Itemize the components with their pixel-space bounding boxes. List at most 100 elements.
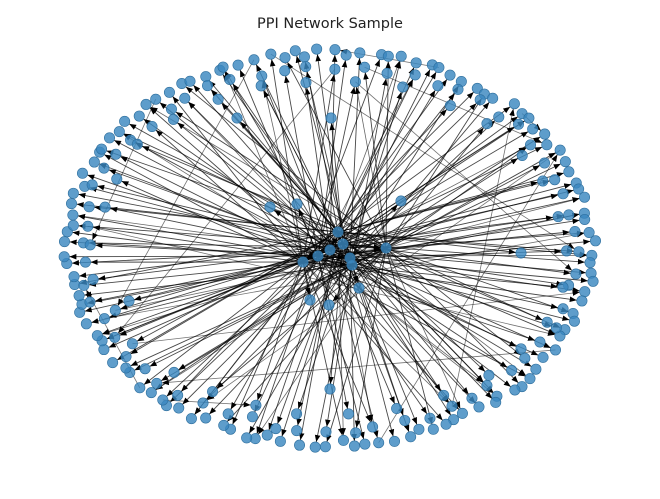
network-node [541, 139, 553, 151]
network-node [516, 149, 528, 161]
network-node [217, 61, 229, 73]
network-edge [270, 53, 575, 250]
network-node [184, 75, 196, 87]
network-node [432, 80, 444, 92]
network-edge [273, 209, 331, 251]
network-node [587, 275, 599, 287]
network-edge [254, 249, 331, 413]
network-node [438, 389, 450, 401]
network-node [539, 157, 551, 169]
network-node [200, 412, 212, 424]
network-edge [317, 60, 348, 257]
network-node [274, 435, 286, 447]
network-node [481, 379, 493, 391]
network-node [573, 183, 585, 195]
network-node [573, 246, 585, 258]
network-edge [317, 255, 349, 409]
network-node [264, 201, 276, 213]
network-edge [342, 193, 559, 245]
network-edge [302, 126, 515, 263]
network-node [110, 148, 122, 160]
network-node [294, 439, 306, 451]
network-node [119, 115, 131, 127]
network-node [67, 187, 79, 199]
network-node [534, 336, 546, 348]
network-node [99, 201, 111, 213]
network-edge [149, 264, 353, 367]
network-node [433, 62, 445, 74]
network-node [350, 427, 362, 439]
network-node [413, 423, 425, 435]
network-node [163, 86, 175, 98]
network-node [126, 338, 138, 350]
network-node [343, 408, 355, 420]
network-node [98, 162, 110, 174]
network-edge [337, 231, 516, 255]
network-edge [216, 247, 387, 389]
network-edge [342, 146, 527, 245]
network-node [569, 225, 581, 237]
network-edge [91, 99, 157, 241]
network-node [557, 188, 569, 200]
network-node [120, 351, 132, 363]
network-node [395, 50, 407, 62]
network-edge [302, 109, 448, 263]
network-node [440, 418, 452, 430]
network-node [483, 369, 495, 381]
network-edge [337, 106, 511, 233]
network-node [150, 93, 162, 105]
network-node [300, 76, 312, 88]
network-node [519, 352, 531, 364]
network-node [165, 103, 177, 115]
network-node [84, 296, 96, 308]
network-node [73, 290, 85, 302]
network-edge [87, 174, 319, 257]
network-node [557, 281, 569, 293]
network-node [250, 399, 262, 411]
network-edge [224, 71, 304, 263]
network-node [134, 382, 146, 394]
network-node [324, 383, 336, 395]
network-node [523, 112, 535, 124]
network-node [530, 363, 542, 375]
network-node [79, 256, 91, 268]
network-node [323, 299, 335, 311]
network-node [579, 191, 591, 203]
network-node [291, 425, 303, 437]
network-node [541, 316, 553, 328]
network-edge [284, 75, 319, 257]
network-edge [120, 243, 344, 310]
network-node [466, 392, 478, 404]
network-node [579, 286, 591, 298]
network-node [367, 421, 379, 433]
network-edge [120, 156, 319, 257]
network-node [525, 139, 537, 151]
network-edge [121, 180, 304, 263]
network-node [248, 54, 260, 66]
network-edge [87, 225, 555, 336]
network-node [324, 244, 336, 256]
network-node [583, 227, 595, 239]
network-node [131, 138, 143, 150]
network-node [58, 251, 70, 263]
network-edge [342, 215, 554, 245]
network-node [145, 387, 157, 399]
network-node [167, 113, 179, 125]
network-edge [155, 264, 353, 391]
network-node [279, 52, 291, 64]
network-edge [342, 243, 493, 399]
network-edge [136, 231, 339, 342]
network-node [515, 247, 527, 259]
network-node [537, 175, 549, 187]
network-node [552, 211, 564, 223]
network-edge [337, 79, 414, 233]
network-edge [304, 87, 331, 251]
network-node [537, 351, 549, 363]
network-node [563, 209, 575, 221]
network-node [80, 318, 92, 330]
network-node [348, 440, 360, 452]
network-node [146, 121, 158, 133]
network-edge [351, 264, 570, 321]
network-node [297, 256, 309, 268]
network-node [256, 70, 268, 82]
